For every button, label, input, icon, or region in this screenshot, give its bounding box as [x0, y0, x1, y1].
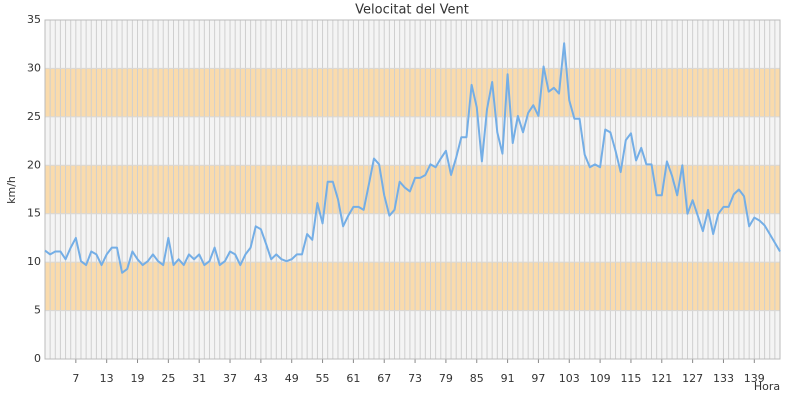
x-tick-label: 109	[590, 372, 611, 385]
x-tick-label: 61	[346, 372, 360, 385]
x-tick-label: 55	[316, 372, 330, 385]
x-tick-label: 97	[531, 372, 545, 385]
x-tick-label: 79	[439, 372, 453, 385]
x-tick-label: 13	[100, 372, 114, 385]
x-tick-label: 73	[408, 372, 422, 385]
x-tick-label: 121	[651, 372, 672, 385]
x-tick-label: 85	[470, 372, 484, 385]
y-tick-label: 15	[27, 207, 41, 220]
chart-title: Velocitat del Vent	[355, 3, 469, 18]
x-axis-label: Hora	[754, 380, 780, 393]
data-line	[44, 42, 781, 274]
band	[45, 165, 780, 214]
y-tick-label: 25	[27, 110, 41, 123]
y-tick-label: 0	[34, 352, 41, 365]
x-tick-label: 133	[713, 372, 734, 385]
x-tick-label: 115	[620, 372, 641, 385]
band	[45, 310, 780, 359]
band	[45, 20, 780, 69]
x-tick-label: 43	[254, 372, 268, 385]
x-tick-label: 139	[744, 372, 765, 385]
x-tick-label: 127	[682, 372, 703, 385]
x-tick-label: 49	[285, 372, 299, 385]
x-tick-label: 67	[377, 372, 391, 385]
y-tick-label: 35	[27, 13, 41, 26]
y-tick-label: 20	[27, 158, 41, 171]
y-tick-label: 5	[34, 304, 41, 317]
y-tick-label: 30	[27, 61, 41, 74]
band	[45, 213, 780, 263]
y-axis-label: km/h	[5, 176, 18, 204]
plot-frame	[44, 19, 781, 360]
band	[45, 68, 780, 117]
x-tick-label: 103	[559, 372, 580, 385]
x-tick-label: 25	[161, 372, 175, 385]
x-tick-label: 7	[72, 372, 79, 385]
x-tick-label: 91	[501, 372, 515, 385]
band	[45, 262, 780, 311]
band	[45, 116, 780, 166]
x-tick-label: 37	[223, 372, 237, 385]
y-tick-label: 10	[27, 255, 41, 268]
x-tick-label: 19	[131, 372, 145, 385]
x-tick-label: 31	[192, 372, 206, 385]
